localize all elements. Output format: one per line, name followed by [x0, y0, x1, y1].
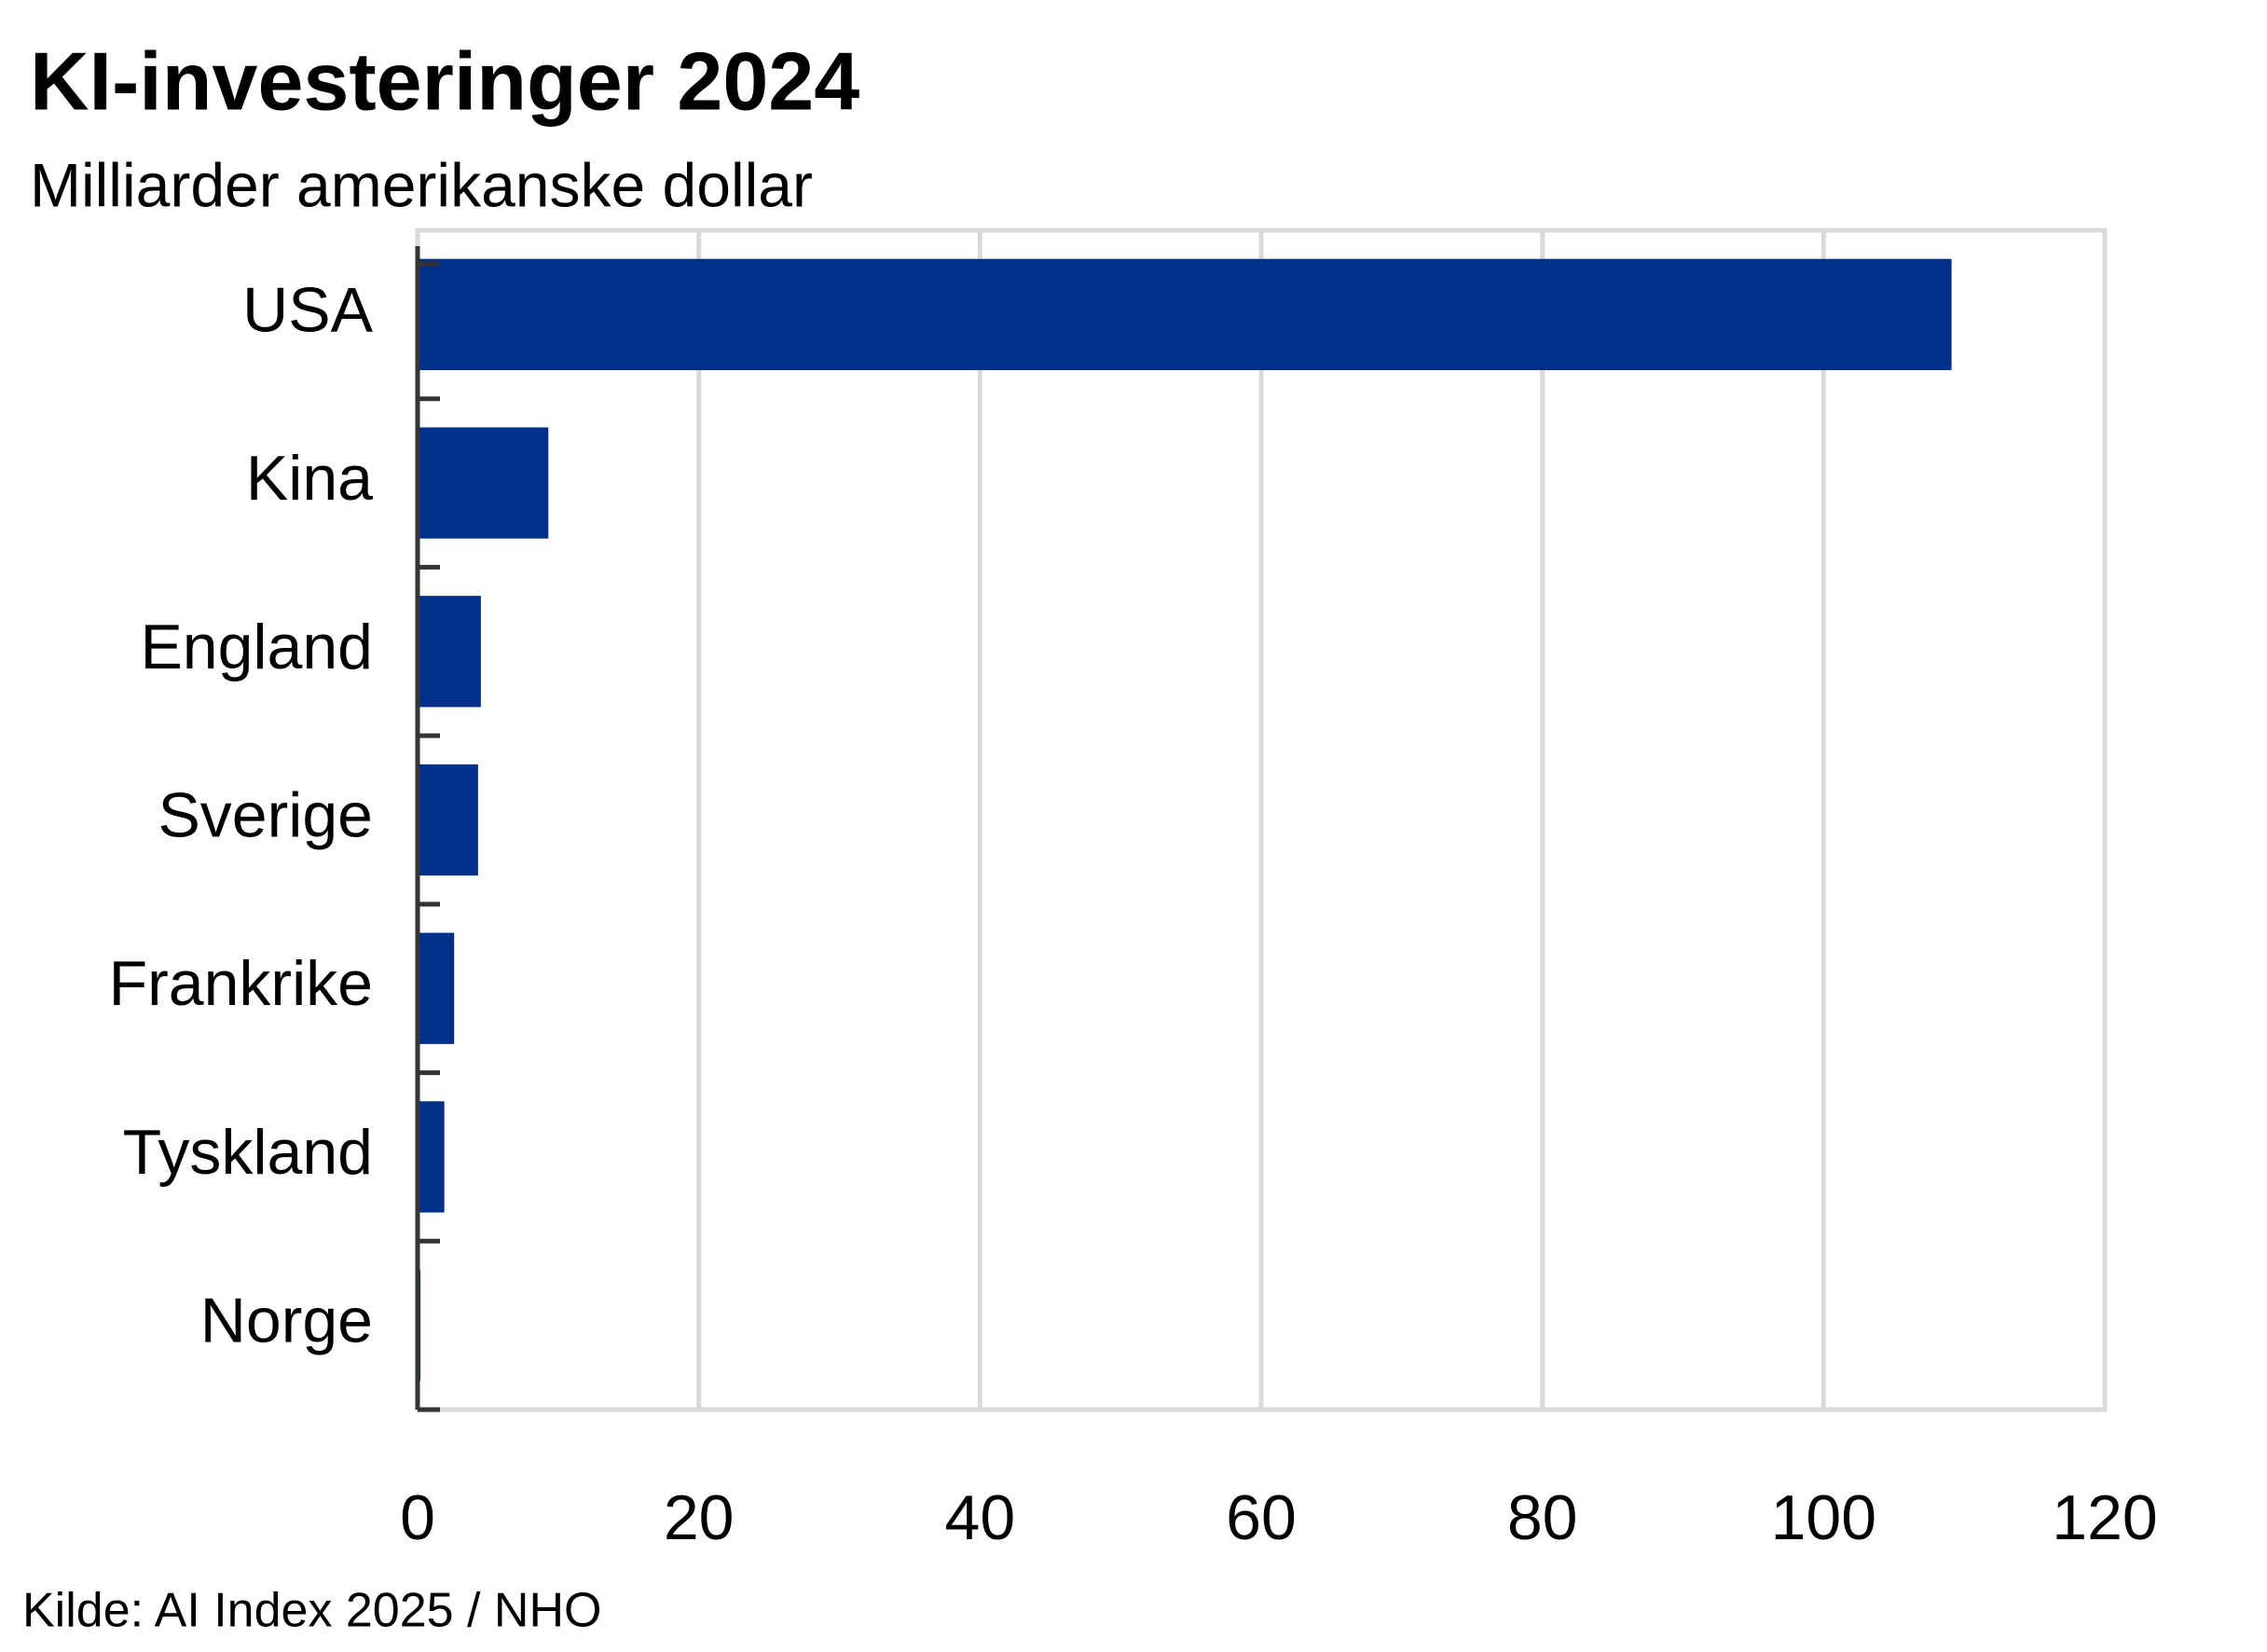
bar	[418, 427, 549, 539]
x-tick-label: 20	[664, 1482, 735, 1553]
bar	[418, 764, 478, 876]
y-tick-label: Norge	[200, 1286, 373, 1356]
y-tick-label: USA	[242, 274, 373, 345]
chart-title: KI-investeringer 2024	[30, 34, 859, 127]
x-tick-label: 0	[400, 1482, 435, 1553]
x-tick-label: 100	[1771, 1482, 1876, 1553]
x-tick-label: 60	[1226, 1482, 1297, 1553]
chart-subtitle: Milliarder amerikanske dollar	[30, 150, 813, 219]
source-note: Kilde: AI Index 2025 / NHO	[22, 1584, 601, 1638]
y-tick-label: England	[140, 612, 373, 682]
y-tick-label: Sverige	[158, 779, 373, 850]
y-tick-label: Kina	[246, 443, 373, 514]
x-tick-label: 40	[945, 1482, 1016, 1553]
x-tick-label: 80	[1507, 1482, 1578, 1553]
bar	[418, 596, 481, 708]
bar	[418, 932, 455, 1044]
bar	[418, 258, 1952, 370]
x-tick-label: 120	[2052, 1482, 2157, 1553]
bar	[418, 1101, 445, 1213]
y-tick-label: Frankrike	[109, 948, 373, 1019]
y-tick-label: Tyskland	[123, 1117, 373, 1188]
